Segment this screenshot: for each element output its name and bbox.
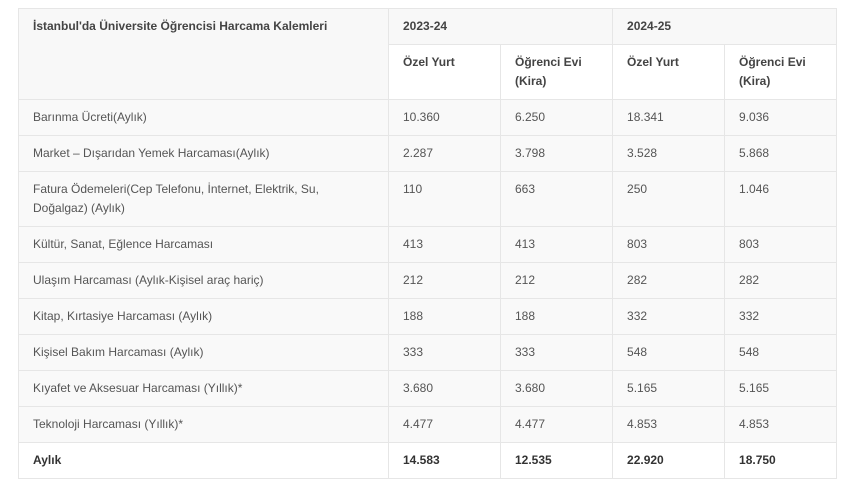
row-label: Market – Dışarıdan Yemek Harcaması(Aylık…: [18, 135, 389, 172]
value-cell: 9.036: [724, 99, 838, 136]
value-cell: 803: [612, 226, 726, 263]
data-row: Teknoloji Harcaması (Yıllık)* 4.477 4.477 4…: [18, 406, 838, 443]
total-value: 22.920: [612, 442, 726, 479]
row-label: Teknoloji Harcaması (Yıllık)*: [18, 406, 389, 443]
value-cell: 4.477: [388, 406, 501, 443]
value-cell: 282: [724, 262, 838, 299]
value-cell: 3.680: [388, 370, 501, 407]
header-row: İstanbul'da Üniversite Öğrencisi Harcama…: [18, 8, 838, 100]
value-cell: 110: [388, 171, 501, 227]
data-row: Kitap, Kırtasiye Harcaması (Aylık) 188 188…: [18, 298, 838, 335]
value-cell: 548: [724, 334, 838, 371]
data-row: Fatura Ödemeleri(Cep Telefonu, İnternet,…: [18, 171, 838, 227]
value-cell: 3.680: [499, 370, 614, 407]
value-cell: 548: [612, 334, 726, 371]
value-cell: 332: [612, 298, 726, 335]
value-cell: 4.853: [612, 406, 726, 443]
subheader-cell: Öğrenci Evi (Kira): [724, 44, 838, 100]
data-row: Market – Dışarıdan Yemek Harcaması(Aylık…: [18, 135, 838, 172]
value-cell: 6.250: [499, 99, 614, 136]
value-cell: 3.528: [612, 135, 726, 172]
value-cell: 1.046: [724, 171, 838, 227]
data-row: Ulaşım Harcaması (Aylık-Kişisel araç har…: [18, 262, 838, 299]
row-label: Kültür, Sanat, Eğlence Harcaması: [18, 226, 389, 263]
data-row: Kıyafet ve Aksesuar Harcaması (Yıllık)* 3…: [18, 370, 838, 407]
value-cell: 5.868: [724, 135, 838, 172]
value-cell: 4.853: [724, 406, 838, 443]
table-head: İstanbul'da Üniversite Öğrencisi Harcama…: [18, 8, 838, 100]
value-cell: 2.287: [388, 135, 501, 172]
value-cell: 282: [612, 262, 726, 299]
value-cell: 5.165: [612, 370, 726, 407]
subheader-cell: Öğrenci Evi (Kira): [499, 44, 614, 100]
total-value: 14.583: [388, 442, 501, 479]
value-cell: 333: [499, 334, 614, 371]
total-row: Aylık 14.583 12.535 22.920 18.750: [18, 442, 838, 479]
table-body: Barınma Ücreti(Aylık) 10.360 6.250 18.341 9.…: [18, 99, 838, 479]
value-cell: 3.798: [499, 135, 614, 172]
expense-table: İstanbul'da Üniversite Öğrencisi Harcama…: [18, 8, 838, 479]
value-cell: 663: [499, 171, 614, 227]
data-row: Kişisel Bakım Harcaması (Aylık) 333 333 548…: [18, 334, 838, 371]
total-label: Aylık: [18, 442, 389, 479]
row-label: Ulaşım Harcaması (Aylık-Kişisel araç har…: [18, 262, 389, 299]
row-label: Kıyafet ve Aksesuar Harcaması (Yıllık)*: [18, 370, 389, 407]
value-cell: 250: [612, 171, 726, 227]
subheader-cell: Özel Yurt: [388, 44, 501, 100]
period-header: 2023-24: [387, 8, 614, 45]
value-cell: 212: [499, 262, 614, 299]
value-cell: 413: [388, 226, 501, 263]
row-label: Fatura Ödemeleri(Cep Telefonu, İnternet,…: [18, 171, 389, 227]
total-value: 12.535: [499, 442, 614, 479]
subheader-cell: Özel Yurt: [612, 44, 726, 100]
total-value: 18.750: [724, 442, 838, 479]
subheader-row: Özel Yurt Öğrenci Evi (Kira) Özel Yurt Öğre…: [19, 44, 838, 100]
value-cell: 332: [724, 298, 838, 335]
value-cell: 4.477: [499, 406, 614, 443]
data-row: Barınma Ücreti(Aylık) 10.360 6.250 18.341 9.…: [18, 99, 838, 136]
value-cell: 333: [388, 334, 501, 371]
data-row: Kültür, Sanat, Eğlence Harcaması 413 413 80…: [18, 226, 838, 263]
value-cell: 212: [388, 262, 501, 299]
row-label: Kişisel Bakım Harcaması (Aylık): [18, 334, 389, 371]
period-header: 2024-25: [612, 8, 838, 45]
row-label: Kitap, Kırtasiye Harcaması (Aylık): [18, 298, 389, 335]
value-cell: 188: [499, 298, 614, 335]
value-cell: 803: [724, 226, 838, 263]
row-label: Barınma Ücreti(Aylık): [18, 99, 389, 136]
value-cell: 18.341: [612, 99, 726, 136]
value-cell: 413: [499, 226, 614, 263]
title-cell: İstanbul'da Üniversite Öğrencisi Harcama…: [18, 8, 389, 100]
value-cell: 10.360: [388, 99, 501, 136]
value-cell: 188: [388, 298, 501, 335]
value-cell: 5.165: [724, 370, 838, 407]
